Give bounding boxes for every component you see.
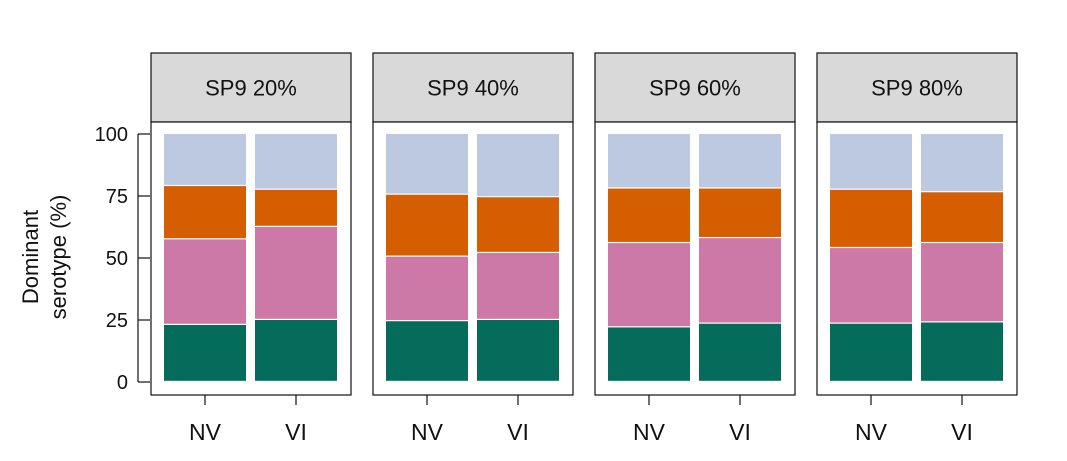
bar-segment (608, 327, 690, 381)
bar-segment (386, 256, 468, 321)
panel: SP9 80% NV VI (816, 52, 1018, 445)
panel: SP9 20% NV VI (150, 52, 352, 445)
bar-segment (699, 188, 781, 237)
bar-segment (255, 227, 337, 319)
bar-segment (699, 134, 781, 188)
y-tick-label: 50 (106, 248, 128, 270)
bar-segment (386, 194, 468, 256)
x-tick-label: VI (507, 419, 529, 445)
panel-title: SP9 60% (649, 76, 741, 101)
bar-segment (477, 320, 559, 381)
bar-segment (830, 134, 912, 189)
bar-segment (255, 134, 337, 189)
x-tick-label: NV (633, 419, 666, 445)
y-axis-title-line-1: Dominant (18, 210, 43, 304)
panel-title: SP9 40% (427, 76, 519, 101)
bar-segment (164, 239, 246, 324)
x-tick-label: NV (411, 419, 444, 445)
panel-title: SP9 20% (205, 76, 297, 101)
bar-segment (608, 243, 690, 327)
x-tick-label: VI (285, 419, 307, 445)
bar-segment (386, 321, 468, 381)
bar-segment (477, 197, 559, 252)
bar-segment (830, 189, 912, 247)
bar-segment (608, 188, 690, 242)
y-tick-label: 25 (106, 310, 128, 332)
bar-segment (921, 322, 1003, 381)
y-axis-title-line-2: serotype (%) (46, 195, 71, 320)
bar-segment (477, 134, 559, 197)
panel-strip (594, 52, 796, 123)
bar-segment (164, 324, 246, 381)
bar-segment (699, 238, 781, 323)
bar-segment (921, 243, 1003, 322)
panel: SP9 60% NV VI (594, 52, 796, 445)
bar-segment (477, 253, 559, 319)
x-tick-label: VI (951, 419, 973, 445)
panel-title: SP9 80% (871, 76, 963, 101)
x-tick-label: NV (855, 419, 888, 445)
panel: SP9 40% NV VI (372, 52, 574, 445)
bar-segment (386, 134, 468, 194)
y-tick-label: 100 (95, 124, 128, 146)
bar-segment (608, 134, 690, 188)
bar-segment (921, 134, 1003, 192)
bar-segment (699, 323, 781, 381)
bar-segment (830, 323, 912, 381)
panel-strip (372, 52, 574, 123)
panel-strip (816, 52, 1018, 123)
bar-segment (830, 248, 912, 323)
x-tick-label: VI (729, 419, 751, 445)
y-axis: 0 25 50 75 100 (95, 124, 150, 394)
y-tick-label: 0 (117, 372, 128, 394)
x-tick-label: NV (189, 419, 222, 445)
y-tick-label: 75 (106, 186, 128, 208)
bar-segment (255, 189, 337, 226)
bar-segment (164, 134, 246, 185)
bar-segment (921, 192, 1003, 242)
bar-segment (255, 320, 337, 381)
bar-segment (164, 186, 246, 239)
